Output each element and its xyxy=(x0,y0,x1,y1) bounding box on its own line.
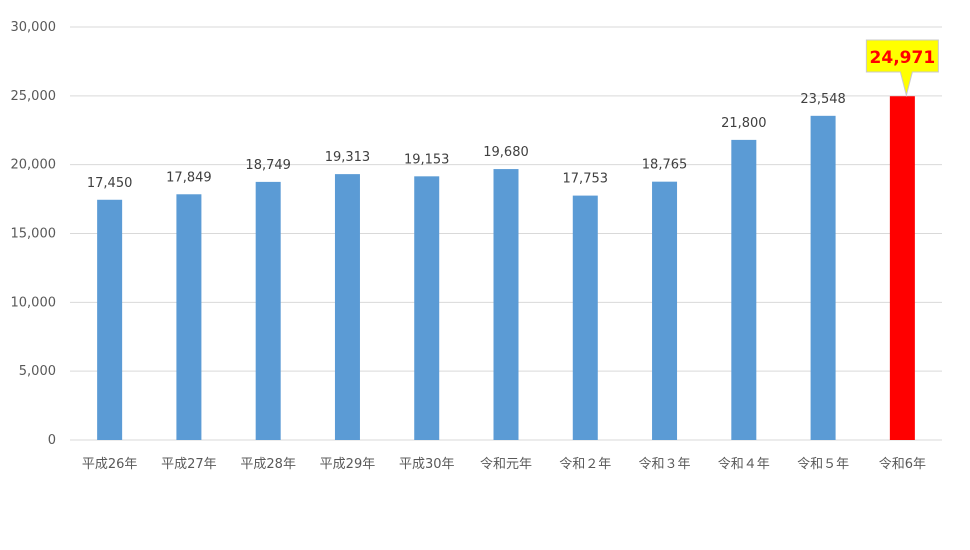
bar xyxy=(176,194,202,440)
y-tick-label: 30,000 xyxy=(11,20,57,35)
y-tick-label: 25,000 xyxy=(11,89,57,104)
data-label: 17,849 xyxy=(166,170,212,185)
x-category-label: 令和３年 xyxy=(639,457,691,472)
data-label: 17,450 xyxy=(87,176,133,191)
x-category-label: 平成27年 xyxy=(161,457,217,472)
data-label: 19,313 xyxy=(325,150,371,165)
highlight-callout: 24,971 xyxy=(865,39,939,98)
data-label: 21,800 xyxy=(721,116,767,131)
bar xyxy=(652,181,678,440)
bar xyxy=(414,176,440,440)
y-tick-label: 20,000 xyxy=(11,158,57,173)
y-tick-label: 0 xyxy=(48,433,56,448)
bar xyxy=(255,181,281,440)
y-tick-label: 5,000 xyxy=(19,364,56,379)
data-label: 18,765 xyxy=(642,158,688,173)
data-label: 18,749 xyxy=(245,158,291,173)
x-category-label: 令和４年 xyxy=(718,457,770,472)
y-tick-label: 10,000 xyxy=(11,295,57,310)
x-category-label: 令和元年 xyxy=(480,457,532,472)
bar xyxy=(731,139,757,441)
bar xyxy=(572,195,598,440)
highlight-bar xyxy=(889,96,915,440)
x-category-label: 平成26年 xyxy=(82,457,138,472)
data-label: 19,680 xyxy=(483,145,529,160)
data-labels: 17,450 17,849 18,749 19,313 19,153 19,680 17,7… xyxy=(87,92,846,191)
x-category-label: 平成29年 xyxy=(320,457,376,472)
x-category-label: 令和２年 xyxy=(559,457,611,472)
x-category-label: 平成30年 xyxy=(399,457,455,472)
bar xyxy=(810,115,836,440)
x-category-label: 令和6年 xyxy=(879,457,926,472)
data-label: 17,753 xyxy=(563,172,609,187)
bar xyxy=(334,174,360,440)
callout-box xyxy=(865,39,939,98)
data-label: 19,153 xyxy=(404,152,450,167)
x-category-label: 平成28年 xyxy=(240,457,296,472)
x-axis-category-labels: 平成26年 平成27年 平成28年 平成29年 平成30年 令和元年 令和２年 令和３年 令和４… xyxy=(82,457,926,472)
x-category-label: 令和５年 xyxy=(797,457,849,472)
highlight-data-label: 24,971 xyxy=(870,48,936,68)
bars xyxy=(97,96,915,441)
y-tick-label: 15,000 xyxy=(11,227,57,242)
data-label: 23,548 xyxy=(800,92,846,107)
bar xyxy=(97,199,123,440)
bar xyxy=(493,169,519,440)
y-axis-tick-labels: 0 5,000 10,000 15,000 20,000 25,000 30,000 xyxy=(11,20,57,448)
